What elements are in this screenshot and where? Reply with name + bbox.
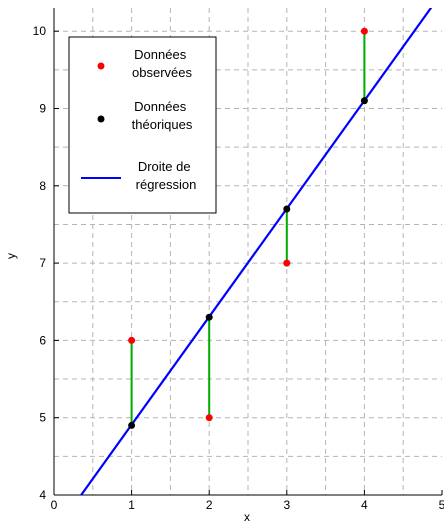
- legend-theoretical-label: Données théoriques: [132, 99, 193, 132]
- x-axis-label: x: [244, 510, 250, 524]
- regression-line: [80, 8, 433, 495]
- legend-theoretical-line2: théoriques: [132, 117, 193, 132]
- theoretical-point: [128, 421, 136, 429]
- y-tick-label: 8: [39, 179, 46, 193]
- x-tick-label: 2: [206, 498, 213, 512]
- legend-theoretical-line1: Données: [134, 99, 187, 114]
- y-tick-label: 9: [39, 101, 46, 115]
- y-tick-label: 6: [39, 333, 46, 347]
- theoretical-point: [205, 313, 213, 321]
- legend-theoretical-marker: [97, 115, 105, 123]
- legend-box: [68, 36, 217, 214]
- observed-point: [360, 27, 368, 35]
- observed-point: [205, 414, 213, 422]
- theoretical-point: [283, 205, 291, 213]
- x-tick-label: 1: [128, 498, 135, 512]
- y-tick-label: 10: [33, 24, 47, 38]
- x-tick-label: 5: [439, 498, 444, 512]
- y-axis-label: y: [4, 253, 18, 259]
- observed-point: [283, 259, 291, 267]
- legend-observed-line1: Données: [134, 47, 187, 62]
- legend-regression-line1: Droite de: [138, 159, 191, 174]
- legend-observed-line2: observées: [132, 65, 192, 80]
- x-tick-label: 0: [51, 498, 58, 512]
- observed-point: [128, 336, 136, 344]
- y-tick-label: 7: [39, 256, 46, 270]
- plot-frame: [53, 8, 442, 496]
- theoretical-point: [360, 97, 368, 105]
- legend: Données observées Données théoriques Dro…: [68, 36, 217, 214]
- regression-line-group: [80, 8, 433, 495]
- x-axis-ticks: 0 1 2 3 4 5: [51, 490, 444, 512]
- residual-lines: [130, 31, 366, 426]
- x-tick-label: 3: [283, 498, 290, 512]
- y-tick-label: 4: [39, 488, 46, 502]
- y-tick-label: 5: [39, 411, 46, 425]
- legend-observed-label: Données observées: [132, 47, 192, 80]
- data-points: [128, 27, 368, 429]
- legend-regression-label: Droite de régression: [136, 159, 197, 192]
- y-axis-ticks: 4 5 6 7 8 9 10: [33, 24, 59, 502]
- legend-observed-marker: [97, 62, 105, 70]
- legend-regression-line2: régression: [136, 177, 197, 192]
- x-tick-label: 4: [361, 498, 368, 512]
